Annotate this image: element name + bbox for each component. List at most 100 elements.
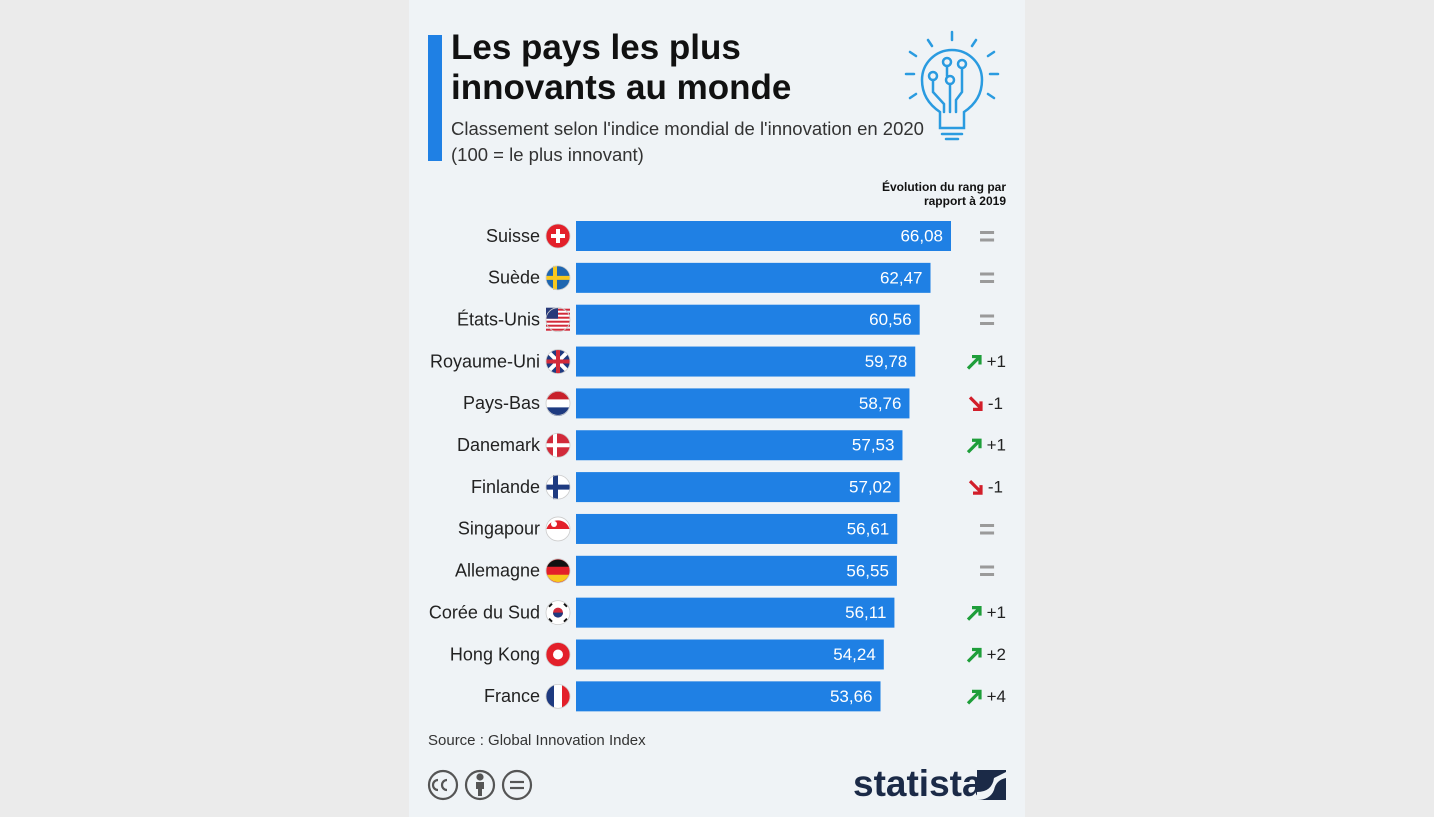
rank-change: = [979,220,995,251]
flag-outline [545,265,571,291]
category-label: Finlande [471,477,540,497]
flag-icon [546,475,570,500]
rank-change: -1 [988,394,1003,413]
flag [546,390,570,400]
rank-change: +1 [987,436,1006,455]
value-label: 59,78 [865,352,908,371]
bar [576,304,920,335]
bar [576,346,916,377]
flag-icon [546,349,570,374]
value-label: 60,56 [869,310,912,329]
flag-icon [546,684,570,709]
category-label: Danemark [457,435,541,455]
flag-outline [545,223,571,249]
flag-outline [545,432,571,458]
bar [576,388,910,419]
bar [576,513,898,544]
chart-subtitle: Classement selon l'indice mondial de l'i… [451,118,924,165]
category-label: Allemagne [455,561,540,581]
value-label: 62,47 [880,268,923,287]
flag-outline [545,349,571,374]
value-label: 56,61 [847,519,890,538]
rank-change: +1 [987,603,1006,622]
title-accent [428,35,442,161]
category-label: Pays-Bas [463,393,540,413]
value-label: 58,76 [859,394,902,413]
flag [553,612,563,618]
category-label: France [484,686,540,706]
flag-icon [546,558,570,583]
flag-outline [545,474,571,500]
category-label: Singapour [458,519,540,539]
flag [548,602,568,623]
flag-outline [545,307,571,333]
flag-icon [546,600,570,625]
flag-outline [545,600,571,626]
flag [553,649,563,660]
bar [576,555,897,586]
flag-outline [545,683,571,709]
category-label: Suisse [486,226,540,246]
flag [547,559,569,567]
value-label: 56,55 [846,561,889,580]
flag [546,433,570,458]
brand-logo: statista [853,763,983,804]
flag-icon [546,265,570,290]
bar [576,681,881,712]
value-label: 56,11 [845,603,886,622]
value-label: 57,53 [852,436,895,455]
value-label: 54,24 [833,645,876,664]
rank-change: = [979,555,995,586]
flag [546,328,570,331]
category-label: Suède [488,268,540,288]
flag-icon [546,433,570,458]
rank-up-arrow [966,647,982,663]
bar [576,597,895,628]
category-label: États-Unis [457,309,540,329]
rank-change: -1 [988,478,1003,497]
flag [546,320,570,323]
flag [551,520,557,527]
lightbulb-icon [904,30,1000,141]
rank-up-arrow [966,354,982,370]
category-label: Corée du Sud [429,602,540,622]
rank-change: = [979,513,995,544]
brand-mark [977,770,1006,800]
rank-down-arrow [968,396,983,411]
flag [546,349,570,374]
chart-title: Les pays les plus innovants au monde [451,28,792,107]
rank-change: +1 [987,352,1006,371]
flag [547,574,569,583]
rank-up-arrow [966,438,982,454]
rank-change: = [979,304,995,335]
flag [546,324,570,327]
flag [551,229,565,243]
flag-icon [546,516,570,541]
value-label: 57,02 [849,478,892,497]
flag-outline [545,642,571,667]
flag-outline [545,516,571,542]
flag [546,475,570,500]
rank-change: = [979,262,995,293]
category-label: Hong Kong [450,644,540,664]
rank-header: Évolution du rang par rapport à 2019 [881,180,1006,208]
flag-icon [546,642,570,667]
flag [546,685,554,708]
rank-down-arrow [968,479,983,495]
flag-icon [546,307,570,332]
flag [546,407,570,416]
bar [576,472,900,503]
bar [576,430,903,461]
value-label: 53,66 [830,687,873,706]
license-icons [427,769,533,801]
flag [546,307,558,319]
bar [576,221,951,251]
rank-up-arrow [966,689,982,705]
flag [546,265,570,290]
rank-change: +2 [987,645,1006,664]
category-label: Royaume-Uni [430,351,540,371]
flag-icon [546,224,570,248]
bar [576,262,931,293]
